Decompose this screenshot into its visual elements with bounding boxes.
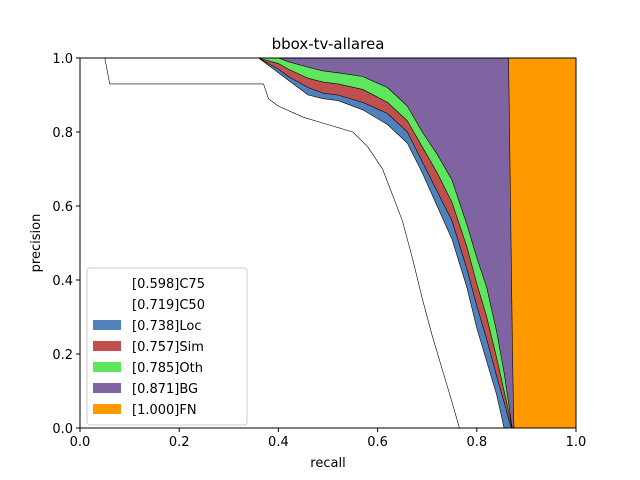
- legend-swatch: [93, 278, 121, 288]
- legend-frame: [86, 267, 248, 426]
- legend-label: [0.598]C75: [132, 277, 205, 292]
- legend-label: [0.871]BG: [132, 382, 198, 397]
- plot-frame: [79, 57, 577, 429]
- x-axis-label: recall: [310, 456, 345, 471]
- legend-swatch: [93, 320, 121, 330]
- legend-label: [0.719]C50: [132, 298, 205, 313]
- x-tick-label: 0.6: [367, 435, 388, 450]
- x-tick-label: 1.0: [566, 435, 587, 450]
- legend-label: [1.000]FN: [132, 403, 197, 418]
- legend-swatch: [93, 341, 121, 351]
- y-tick-label: 0.6: [52, 200, 73, 215]
- legend-label: [0.738]Loc: [132, 319, 201, 334]
- y-tick-label: 1.0: [52, 52, 73, 67]
- legend-swatch: [93, 404, 121, 414]
- legend-swatch: [93, 299, 121, 309]
- y-tick-label: 0.4: [52, 274, 73, 289]
- axis-ticks: 0.0 0.2 0.4 0.6 0.8 1.0 0.0 0.2 0.4 0.6 0.8 1.0: [52, 52, 586, 450]
- x-tick-label: 0.0: [70, 435, 91, 450]
- legend-label: [0.757]Sim: [132, 340, 204, 355]
- y-tick-label: 0.0: [52, 422, 73, 437]
- legend-label: [0.785]Oth: [132, 361, 203, 376]
- y-tick-label: 0.8: [52, 126, 73, 141]
- x-tick-label: 0.4: [268, 435, 289, 450]
- y-tick-label: 0.2: [52, 348, 73, 363]
- legend: [0.598]C75 [0.719]C50 [0.738]Loc [0.757]Sim…: [86, 267, 248, 426]
- y-axis-label: precision: [29, 214, 44, 273]
- x-tick-label: 0.8: [466, 435, 487, 450]
- legend-swatch: [93, 362, 121, 372]
- chart-title: bbox-tv-allarea: [272, 35, 385, 53]
- legend-swatch: [93, 383, 121, 393]
- x-tick-label: 0.2: [169, 435, 190, 450]
